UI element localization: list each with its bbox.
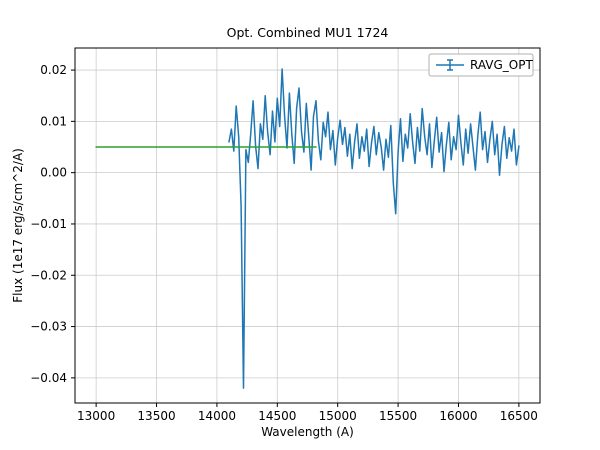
y-tick-label: 0.00 <box>40 166 67 180</box>
y-axis: 0.02 0.01 0.00 −0.01 −0.02 −0.03 −0.04 <box>30 63 75 385</box>
x-tick-label: 15500 <box>379 409 417 423</box>
x-tick-label: 14500 <box>258 409 296 423</box>
legend-box <box>428 53 534 77</box>
x-tick-label: 15000 <box>319 409 357 423</box>
y-tick-label: −0.03 <box>30 320 67 334</box>
y-tick-label: 0.01 <box>40 114 67 128</box>
x-axis: 13000 13500 14000 14500 15000 15500 16000 16500 <box>77 403 538 423</box>
plot-title: Opt. Combined MU1 1724 <box>227 25 389 40</box>
x-tick-label: 13000 <box>77 409 115 423</box>
y-tick-label: 0.02 <box>40 63 67 77</box>
y-axis-label: Flux (1e17 erg/s/cm^2/A) <box>11 148 25 303</box>
x-tick-label: 13500 <box>137 409 175 423</box>
y-tick-label: −0.04 <box>30 371 67 385</box>
axes-frame <box>74 47 541 404</box>
series-RAVG_OPT <box>228 68 520 389</box>
y-tick-label: −0.01 <box>30 217 67 231</box>
x-axis-label: Wavelength (A) <box>261 425 354 439</box>
x-tick-label: 16500 <box>500 409 538 423</box>
x-tick-label: 16000 <box>439 409 477 423</box>
legend-label: RAVG_OPT <box>470 58 533 72</box>
x-tick-label: 14000 <box>198 409 236 423</box>
y-tick-label: −0.02 <box>30 268 67 282</box>
legend: RAVG_OPT <box>428 53 534 77</box>
